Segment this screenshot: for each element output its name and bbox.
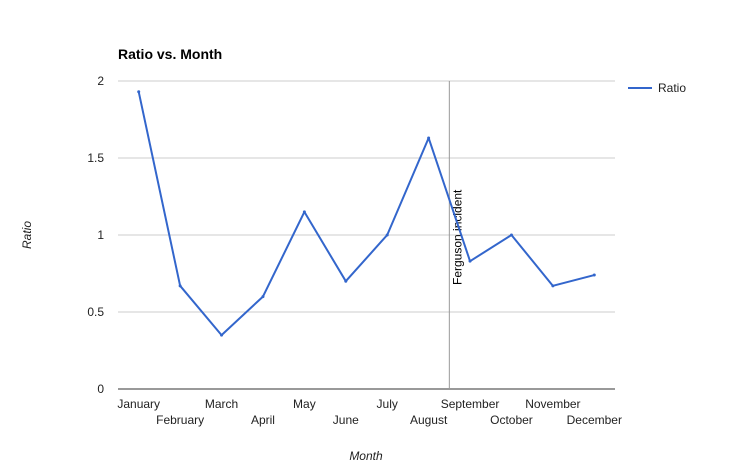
y-tick-label: 0 xyxy=(97,382,104,396)
data-point xyxy=(344,279,348,283)
series-line-ratio xyxy=(137,91,595,337)
grid-layer xyxy=(118,80,615,390)
data-point xyxy=(302,210,306,214)
x-tick-label: July xyxy=(377,397,398,411)
x-tick-label: June xyxy=(333,413,359,427)
x-tick-label: March xyxy=(205,397,238,411)
x-tick-label: August xyxy=(410,413,448,427)
x-tick-label: November xyxy=(525,397,580,411)
legend-label-ratio: Ratio xyxy=(658,81,686,95)
y-tick-label: 1.5 xyxy=(87,151,104,165)
data-point xyxy=(551,284,555,288)
legend: Ratio xyxy=(628,81,686,95)
x-tick-label: December xyxy=(567,413,622,427)
x-axis-label: Month xyxy=(349,449,383,463)
x-tick-label: January xyxy=(117,397,160,411)
y-tick-label: 0.5 xyxy=(87,305,104,319)
data-point xyxy=(178,284,182,288)
y-axis-label: Ratio xyxy=(20,221,34,249)
data-point xyxy=(427,136,431,140)
data-point xyxy=(137,90,141,94)
data-point xyxy=(592,273,596,277)
x-tick-label: February xyxy=(156,413,204,427)
data-point xyxy=(468,259,472,263)
data-point xyxy=(220,333,224,337)
series-layer xyxy=(137,90,596,337)
data-point xyxy=(509,233,513,237)
data-point xyxy=(261,295,265,299)
y-tick-label: 2 xyxy=(97,74,104,88)
y-tick-labels: 0 0.5 1 1.5 2 xyxy=(87,74,104,396)
x-tick-label: September xyxy=(441,397,500,411)
data-point xyxy=(385,233,389,237)
y-tick-label: 1 xyxy=(97,228,104,242)
x-tick-label: May xyxy=(293,397,316,411)
x-tick-label: October xyxy=(490,413,533,427)
chart-title: Ratio vs. Month xyxy=(118,46,222,62)
x-tick-label: April xyxy=(251,413,275,427)
